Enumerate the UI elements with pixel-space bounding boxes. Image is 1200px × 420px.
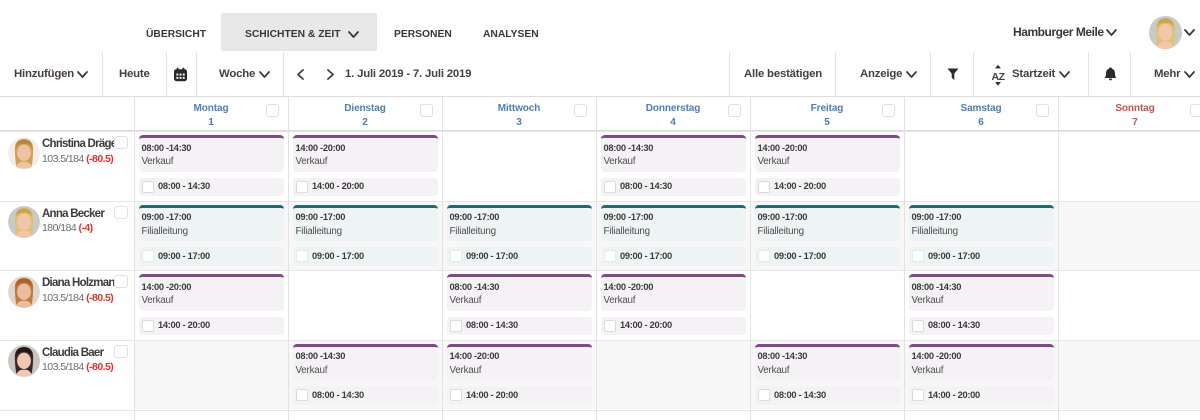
svg-text:AZ: AZ [992, 71, 1006, 83]
